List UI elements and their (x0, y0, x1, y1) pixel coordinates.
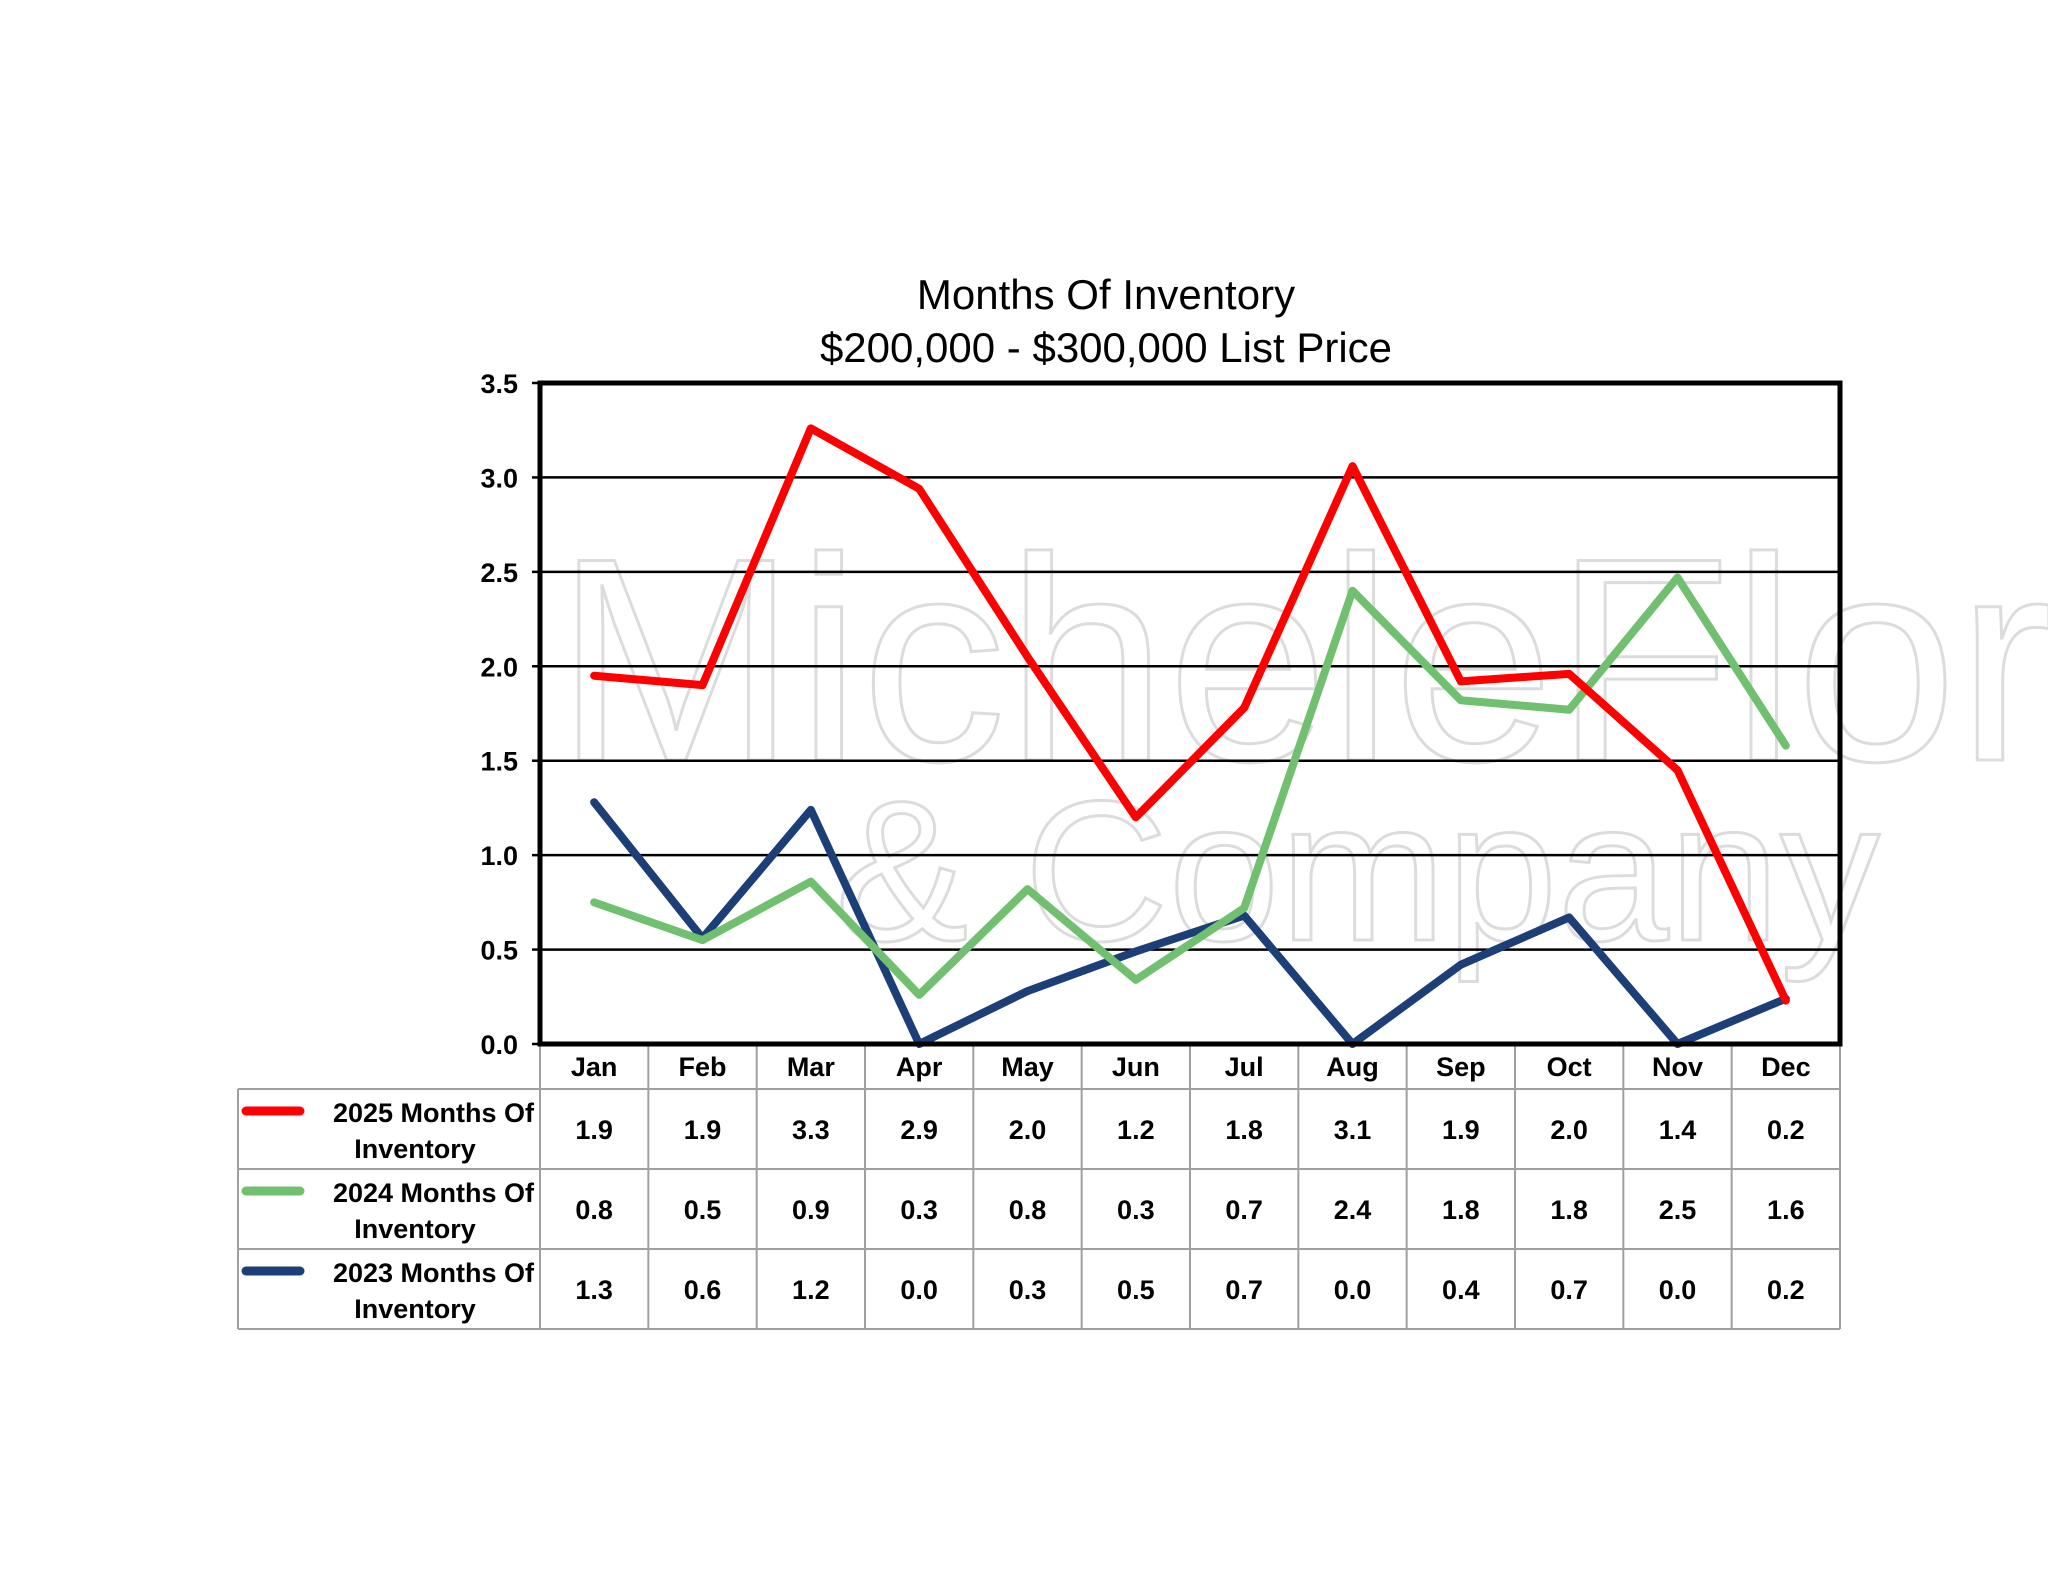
x-tick-label: Jun (1112, 1052, 1160, 1082)
y-tick-label: 3.0 (480, 463, 518, 493)
table-cell: 1.4 (1659, 1115, 1697, 1145)
table-cell: 1.2 (1117, 1115, 1155, 1145)
table-cell: 0.5 (1117, 1275, 1155, 1305)
table-cell: 2.0 (1550, 1115, 1588, 1145)
table-cell: 3.1 (1334, 1115, 1372, 1145)
legend-label-line-2: Inventory (354, 1294, 476, 1324)
table-cell: 0.7 (1225, 1275, 1263, 1305)
table-cell: 1.8 (1550, 1195, 1588, 1225)
x-tick-label: Jan (571, 1052, 618, 1082)
table-cell: 0.6 (684, 1275, 722, 1305)
table-cell: 0.9 (792, 1195, 830, 1225)
y-tick-label: 3.5 (480, 369, 518, 399)
legend-label-line-1: 2025 Months Of (333, 1098, 535, 1128)
y-tick-label: 2.0 (480, 652, 518, 682)
y-tick-label: 0.5 (480, 936, 518, 966)
table-cell: 1.2 (792, 1275, 830, 1305)
legend-label-line-1: 2023 Months Of (333, 1258, 535, 1288)
table-cell: 1.8 (1225, 1115, 1263, 1145)
y-tick-label: 0.0 (480, 1030, 518, 1060)
x-tick-label: Oct (1547, 1052, 1592, 1082)
legend-label-line-2: Inventory (354, 1134, 476, 1164)
x-tick-label: Dec (1761, 1052, 1811, 1082)
table-cell: 0.8 (1009, 1195, 1047, 1225)
x-tick-label: Sep (1436, 1052, 1486, 1082)
series-line-0 (590, 424, 1790, 1005)
table-cell: 3.3 (792, 1115, 830, 1145)
x-tick-label: Feb (678, 1052, 726, 1082)
table-cell: 0.4 (1442, 1275, 1480, 1305)
table-cell: 0.0 (1659, 1275, 1697, 1305)
table-cell: 0.3 (1009, 1275, 1047, 1305)
table-cell: 0.7 (1550, 1275, 1588, 1305)
table-cell: 1.9 (1442, 1115, 1480, 1145)
table-cell: 0.7 (1225, 1195, 1263, 1225)
watermark-line-1: MicheleFlory (555, 498, 2048, 823)
table-cell: 2.9 (900, 1115, 938, 1145)
plot-area-border (537, 380, 1843, 1047)
x-tick-label: Aug (1326, 1052, 1378, 1082)
table-cell: 1.9 (575, 1115, 613, 1145)
table-cell: 0.2 (1767, 1275, 1805, 1305)
table-cell: 2.4 (1334, 1195, 1372, 1225)
table-cell: 1.3 (575, 1275, 613, 1305)
table-cell: 0.0 (900, 1275, 938, 1305)
chart-title: Months Of Inventory (917, 271, 1295, 318)
watermark-line-2: & Company (835, 760, 1880, 983)
chart-subtitle: $200,000 - $300,000 List Price (820, 324, 1392, 371)
y-tick-label: 2.5 (480, 558, 518, 588)
y-tick-label: 1.0 (480, 841, 518, 871)
table-cell: 0.2 (1767, 1115, 1805, 1145)
series-line-2 (590, 798, 1790, 1048)
x-tick-label: Jul (1225, 1052, 1264, 1082)
x-tick-label: Nov (1652, 1052, 1703, 1082)
table-cell: 1.8 (1442, 1195, 1480, 1225)
legend-label-line-2: Inventory (354, 1214, 476, 1244)
legend-label-line-1: 2024 Months Of (333, 1178, 535, 1208)
table-cell: 0.5 (684, 1195, 722, 1225)
table-cell: 0.3 (900, 1195, 938, 1225)
watermark-logo: MicheleFlory & Company (554, 497, 2048, 985)
table-cell: 2.0 (1009, 1115, 1047, 1145)
x-tick-label: May (1001, 1052, 1054, 1082)
table-cell: 0.8 (575, 1195, 613, 1225)
x-tick-label: Mar (787, 1052, 836, 1082)
y-tick-label: 1.5 (480, 747, 518, 777)
table-cell: 0.3 (1117, 1195, 1155, 1225)
table-cell: 2.5 (1659, 1195, 1697, 1225)
table-cell: 1.9 (684, 1115, 722, 1145)
table-cell: 0.0 (1334, 1275, 1372, 1305)
table-cell: 1.6 (1767, 1195, 1805, 1225)
x-tick-label: Apr (896, 1052, 943, 1082)
